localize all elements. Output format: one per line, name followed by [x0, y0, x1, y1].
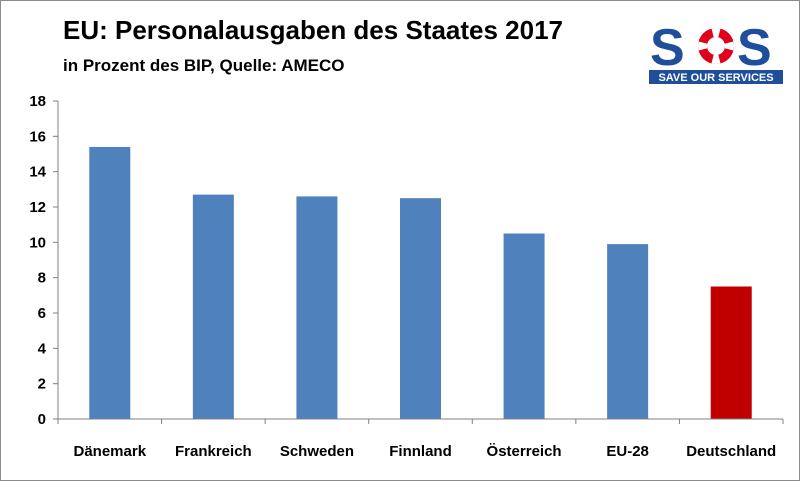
- y-tick-label: 6: [38, 305, 46, 322]
- y-axis: 0 2 4 6 8 10 12 14 16 18: [29, 93, 59, 428]
- bar-6: [710, 286, 752, 419]
- chart-title: EU: Personalausgaben des Staates 2017: [63, 15, 564, 45]
- x-category-label: EU-28: [606, 443, 649, 460]
- bar-1: [192, 194, 234, 419]
- y-tick-label: 18: [29, 93, 46, 110]
- x-category-label: Frankreich: [175, 443, 252, 460]
- y-tick-label: 0: [38, 411, 46, 428]
- bar-0: [89, 146, 131, 419]
- y-tick-label: 8: [38, 270, 46, 287]
- logo-letter-s1: S: [650, 19, 685, 77]
- chart-subtitle: in Prozent des BIP, Quelle: AMECO: [63, 56, 345, 75]
- y-tick-label: 14: [29, 164, 46, 181]
- bar-4: [503, 233, 545, 419]
- lifebuoy-icon: [698, 28, 734, 64]
- y-tick-label: 12: [29, 199, 46, 216]
- x-category-label: Deutschland: [686, 443, 776, 460]
- x-category-label: Dänemark: [74, 443, 147, 460]
- y-tick-label: 10: [29, 234, 46, 251]
- x-category-label: Schweden: [280, 443, 354, 460]
- bar-3: [400, 198, 441, 419]
- bars: [89, 146, 752, 419]
- logo-tagline: SAVE OUR SERVICES: [658, 72, 773, 84]
- sos-logo: S S SAVE OUR SERVICES: [649, 19, 783, 84]
- logo-tagline-band: [649, 70, 783, 84]
- x-axis: Dänemark Frankreich Schweden Finnland Österr…: [57, 418, 784, 460]
- y-tick-label: 16: [29, 128, 46, 145]
- bar-2: [296, 196, 338, 419]
- y-tick-label: 2: [38, 376, 46, 393]
- logo-letter-s2: S: [737, 19, 772, 77]
- x-category-label: Finnland: [389, 443, 452, 460]
- x-category-label: Österreich: [487, 443, 562, 460]
- bar-5: [607, 244, 649, 419]
- y-tick-label: 4: [38, 340, 47, 357]
